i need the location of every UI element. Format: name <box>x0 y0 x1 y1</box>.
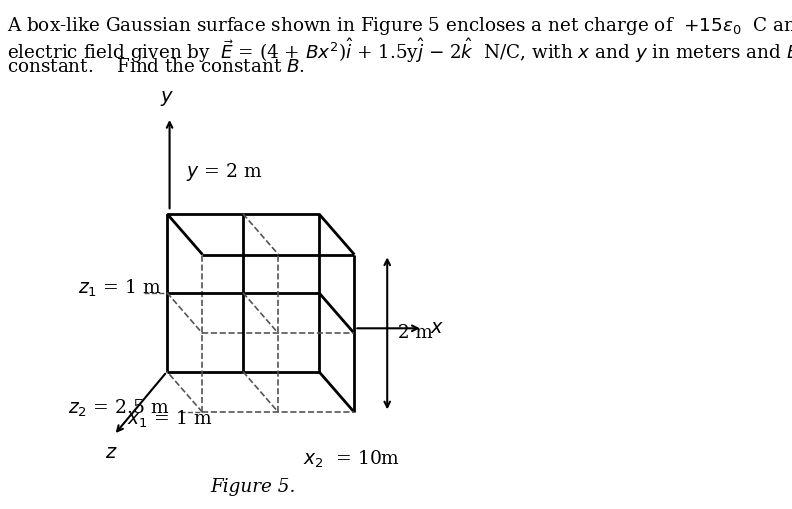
Text: $x$: $x$ <box>430 319 444 337</box>
Text: $z$: $z$ <box>105 444 118 462</box>
Text: A box-like Gaussian surface shown in Figure 5 encloses a net charge of  $+15\var: A box-like Gaussian surface shown in Fig… <box>6 15 792 37</box>
Text: $y$: $y$ <box>160 89 174 108</box>
Text: $z_2$ = 2.5 m: $z_2$ = 2.5 m <box>68 398 169 419</box>
Text: electric field given by  $\vec{E}$ = (4 + $Bx^2$)$\hat{i}$ + 1.5y$\hat{j}$ $-$ 2: electric field given by $\vec{E}$ = (4 +… <box>6 37 792 66</box>
Text: $x_2$  = 10m: $x_2$ = 10m <box>303 449 400 470</box>
Text: $y$ = 2 m: $y$ = 2 m <box>186 161 262 183</box>
Text: $z_1$ = 1 m: $z_1$ = 1 m <box>78 278 162 299</box>
Text: 2 m: 2 m <box>398 324 433 343</box>
Text: $x_1$ = 1 m: $x_1$ = 1 m <box>127 408 212 430</box>
Text: constant.    Find the constant $B$.: constant. Find the constant $B$. <box>6 58 305 76</box>
Text: Figure 5.: Figure 5. <box>211 478 295 496</box>
